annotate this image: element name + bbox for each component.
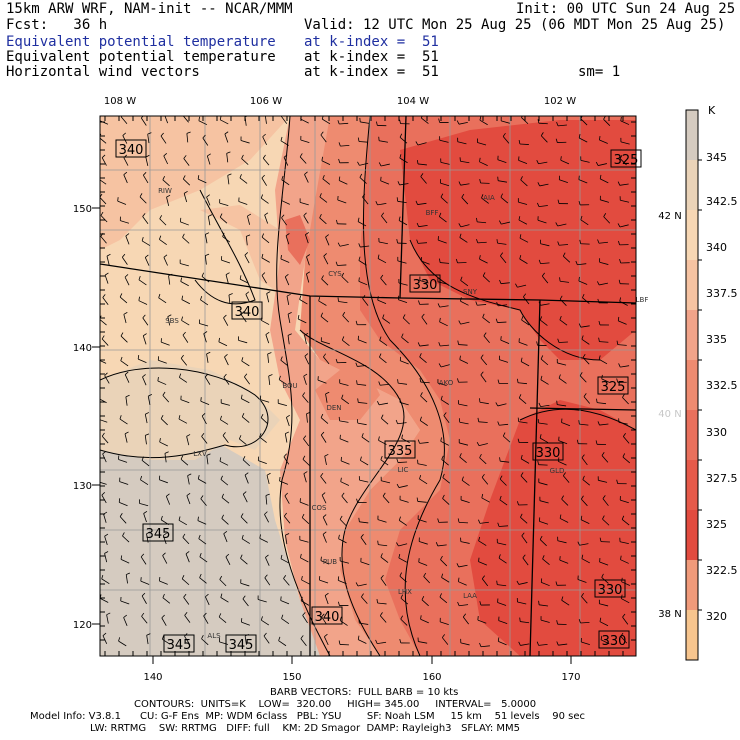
model-title: 15km ARW WRF, NAM-init -- NCAR/MMM [6,1,293,17]
colorbar-label: 332.5 [706,379,738,392]
city-label: PUB [323,558,337,566]
contour-label-box [142,523,174,542]
colorbar-swatch [686,260,698,310]
city-label: BOU [282,382,297,390]
contour-label-box [532,442,564,461]
lon-label: 106 W [250,96,282,107]
y-tick-label: 150 [73,204,92,215]
city-label: LAA [463,592,477,600]
contour-label-box [384,440,416,459]
valid-time: Valid: 12 UTC Mon 25 Aug 25 (06 MDT Mon … [304,17,726,33]
city-label: RIW [158,187,172,195]
contour-label-box [163,634,195,653]
y-tick-label: 130 [73,481,92,492]
colorbar-label: 345 [706,151,727,164]
city-label: CYS [328,270,342,278]
contour-label: 325 [601,380,626,395]
contour-label-box [409,274,441,293]
city-label: SNY [463,288,478,296]
contour-label: 330 [602,634,627,649]
contour-label: 335 [388,444,413,459]
contour-label: 340 [119,143,144,158]
contour-label: 340 [315,610,340,625]
colorbar-label: 330 [706,426,727,439]
model-info-2: LW: RRTMG SW: RRTMG DIFF: full KM: 2D Sm… [90,723,520,734]
contour-label-box [610,149,642,168]
init-time: Init: 00 UTC Sun 24 Aug 25 [516,1,736,17]
field-name-3: Horizontal wind vectors [6,64,200,80]
field-name-2: Equivalent potential temperature [6,49,276,65]
lat-label: 42 N [658,211,681,222]
field-name-1: Equivalent potential temperature [6,34,276,50]
colorbar-swatch [686,210,698,260]
city-label: GLD [550,467,565,475]
field-level-2: at k-index = 51 [304,49,439,65]
city-label: SBS [165,317,179,325]
x-tick-label: 140 [143,672,162,683]
lat-label: 38 N [658,609,681,620]
contour-label-box [598,630,630,649]
colorbar-label: 337.5 [706,287,738,300]
colorbar-label: 322.5 [706,564,738,577]
city-label: LBF [636,296,649,304]
colorbar-swatch [686,360,698,410]
barb-info: BARB VECTORS: FULL BARB = 10 kts [270,687,459,698]
y-tick-label: 140 [73,343,92,354]
contour-label-box [115,139,147,158]
colorbar-swatch [686,310,698,360]
contour-info: CONTOURS: UNITS=K LOW= 320.00 HIGH= 345.… [134,699,537,710]
colorbar-swatch [686,110,698,160]
colorbar-label: 325 [706,518,727,531]
colorbar-swatch [686,460,698,510]
city-label: COS [312,504,327,512]
colorbar-label: 340 [706,241,727,254]
colorbar-label: 320 [706,610,727,623]
colorbar-unit: K [708,104,716,117]
lon-label: 108 W [104,96,136,107]
contour-label-box [311,606,343,625]
field-level-1: at k-index = 51 [304,34,439,50]
contour-label: 345 [167,638,192,653]
model-info-1: Model Info: V3.8.1 CU: G-F Ens MP: WDM 6… [30,711,586,722]
contour-label-box [597,376,629,395]
contour-label: 330 [413,278,438,293]
x-tick-label: 160 [422,672,441,683]
field-level-3: at k-index = 51 [304,64,439,80]
contour-label: 345 [146,527,171,542]
colorbar-swatch [686,510,698,560]
contour-label-box [225,634,257,653]
y-tick-label: 120 [73,620,92,631]
city-label: LXV [193,450,207,458]
city-label: LIC [398,466,409,474]
colorbar-swatch [686,610,698,660]
colorbar-label: 342.5 [706,195,738,208]
city-label: ALS [207,632,221,640]
forecast-hour: Fcst: 36 h [6,17,108,33]
contour-label: 330 [536,446,561,461]
contour-label: 345 [229,638,254,653]
smoothing: sm= 1 [578,64,621,80]
colorbar-label: 327.5 [706,472,738,485]
x-tick-label: 170 [561,672,580,683]
contour-label: 330 [598,583,623,598]
theta-e-field [100,116,636,656]
city-label: AIA [483,194,495,202]
colorbar-swatch [686,160,698,210]
lat-label: 40 N [658,409,681,420]
contour-label-box [231,301,263,320]
contour-label: 340 [235,305,260,320]
x-tick-label: 150 [282,672,301,683]
colorbar-swatch [686,560,698,610]
colorbar-label: 335 [706,333,727,346]
colorbar-swatch [686,410,698,460]
lon-label: 104 W [397,96,429,107]
city-label: LHX [398,588,412,596]
city-label: AKO [439,379,454,387]
contour-label-box [594,579,626,598]
lon-label: 102 W [544,96,576,107]
city-label: DEN [326,404,341,412]
contour-label: 325 [614,153,639,168]
city-label: BFF [426,209,439,217]
